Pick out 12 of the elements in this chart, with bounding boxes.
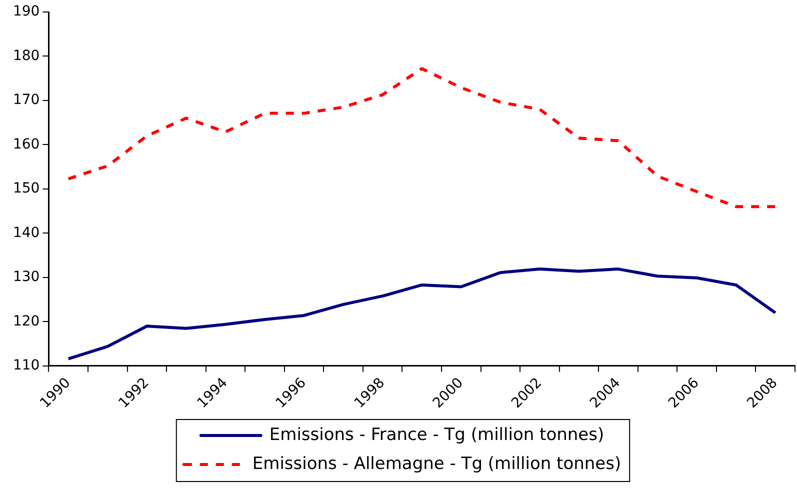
legend-label: Emissions - France - Tg (million tonnes) [269, 424, 604, 445]
y-tick-label: 130 [12, 269, 40, 286]
y-tick-label: 170 [12, 92, 40, 108]
y-tick-label: 140 [12, 224, 40, 241]
legend-label: Emissions - Allemagne - Tg (million tonnes) [252, 454, 622, 474]
y-tick-label: 180 [12, 48, 40, 64]
y-tick-label: 160 [12, 136, 40, 152]
y-tick-label: 190 [12, 4, 40, 20]
line-series [66, 67, 777, 208]
y-tick-label: 110 [12, 358, 40, 374]
y-tick-label: 120 [12, 313, 40, 330]
y-tick-label: 150 [12, 180, 40, 197]
